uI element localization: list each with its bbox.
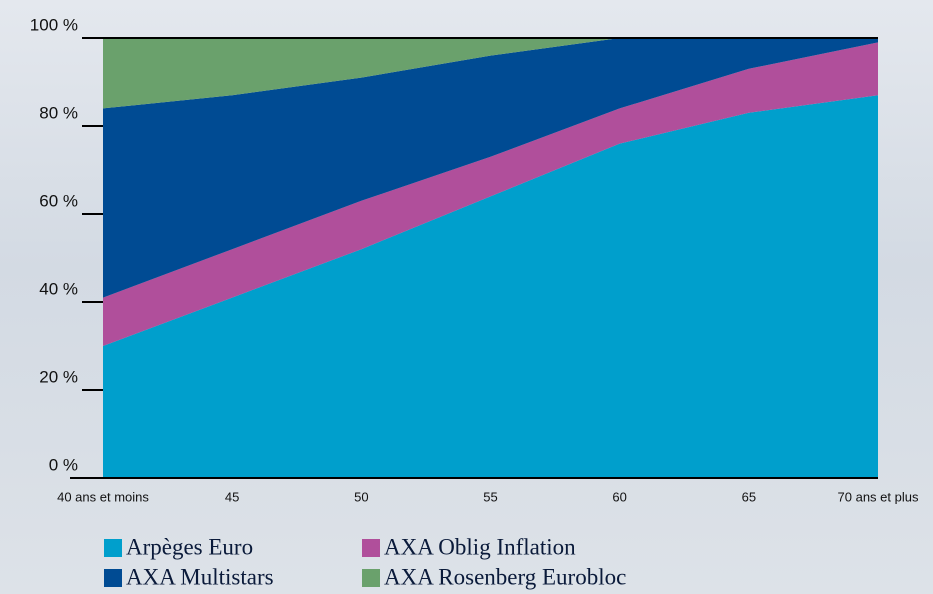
y-tick-label: 100 % (30, 15, 78, 34)
y-tick-label: 20 % (39, 367, 78, 386)
legend-swatch (362, 539, 380, 557)
x-tick-label: 60 (612, 489, 626, 504)
legend-label: AXA Oblig Inflation (384, 534, 576, 559)
area (103, 38, 878, 109)
y-tick-label: 40 % (39, 279, 78, 298)
legend-swatch (104, 539, 122, 557)
area (103, 38, 878, 298)
y-tick-label: 80 % (39, 103, 78, 122)
y-tick-label: 60 % (39, 191, 78, 210)
x-tick-label: 45 (225, 489, 239, 504)
x-tick-label: 55 (483, 489, 497, 504)
legend-label: Arpèges Euro (126, 534, 253, 559)
x-tick-label: 50 (354, 489, 368, 504)
legend-label: AXA Multistars (126, 564, 274, 589)
x-tick-label: 65 (742, 489, 756, 504)
area (103, 95, 878, 478)
x-tick-label: 40 ans et moins (57, 489, 149, 504)
legend-swatch (104, 569, 122, 587)
area (103, 42, 878, 347)
legend-label: AXA Rosenberg Eurobloc (384, 564, 626, 589)
legend-swatch (362, 569, 380, 587)
y-tick-label: 0 % (49, 455, 78, 474)
x-tick-label: 70 ans et plus (838, 489, 919, 504)
